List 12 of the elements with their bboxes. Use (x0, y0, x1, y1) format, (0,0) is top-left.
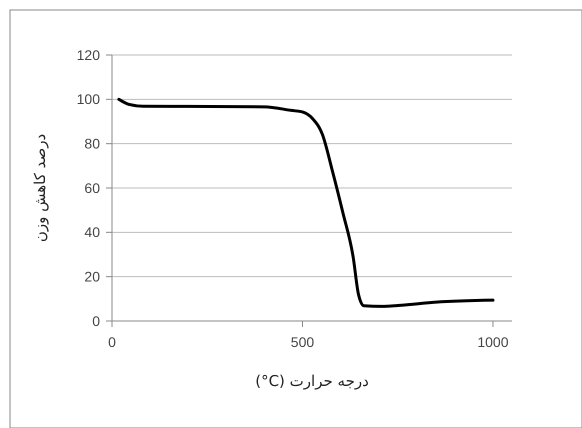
y-tick-label: 0 (92, 312, 100, 329)
y-tick-label: 80 (84, 136, 100, 152)
y-tick-label: 60 (84, 180, 100, 196)
x-tick-label: 1000 (477, 334, 509, 350)
y-tick-label: 20 (84, 268, 100, 285)
line-series (117, 98, 494, 308)
x-tick-label: 0 (108, 334, 116, 350)
y-axis-title: درصد کاهش وزن (31, 134, 49, 242)
y-tick-label: 100 (76, 91, 100, 108)
x-tick-label: 500 (290, 334, 314, 350)
y-tick-label: 40 (84, 224, 100, 240)
y-tick-label: 120 (76, 46, 100, 63)
